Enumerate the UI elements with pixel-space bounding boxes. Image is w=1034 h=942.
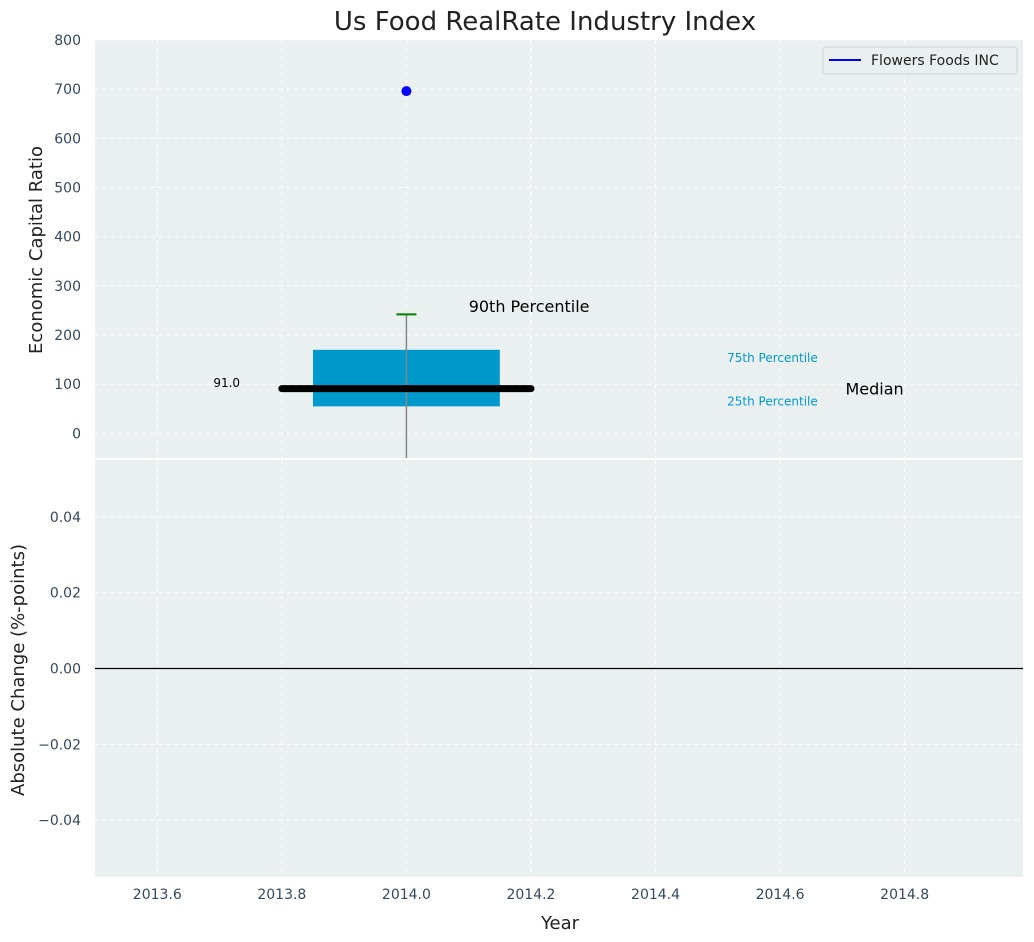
x-tick-label: 2014.2 xyxy=(506,887,555,903)
bottom-y-tick-label: −0.04 xyxy=(38,813,81,829)
top-y-tick-label: 200 xyxy=(54,328,81,344)
top-y-tick-label: 800 xyxy=(54,33,81,49)
top-y-tick-label: 100 xyxy=(54,377,81,393)
legend-box xyxy=(822,46,1018,75)
tick-labels: 2013.6 2013.8 2014.0 2014.2 2014.4 2014.6 2014… xyxy=(38,33,929,903)
x-tick-label: 2013.6 xyxy=(133,887,182,903)
x-tick-label: 2014.4 xyxy=(631,887,680,903)
marks: 91.0 90th Percentile 75th Percentile 25th P… xyxy=(95,86,1023,670)
top-y-tick-label: 0 xyxy=(72,426,81,442)
top-y-axis-label: Economic Capital Ratio xyxy=(26,146,47,354)
top-y-tick-label: 700 xyxy=(54,82,81,98)
chart-title: Us Food RealRate Industry Index xyxy=(334,7,756,37)
top-y-tick-label: 300 xyxy=(54,279,81,295)
bottom-y-tick-label: 0.00 xyxy=(50,662,81,678)
x-tick-label: 2014.8 xyxy=(880,887,929,903)
bottom-y-tick-label: 0.04 xyxy=(50,510,81,526)
median-value-label: 91.0 xyxy=(213,376,240,390)
legend-label: Flowers Foods INC xyxy=(871,53,999,69)
x-axis-label: Year xyxy=(540,913,580,934)
annotation-label: Median xyxy=(845,379,903,398)
top-y-tick-label: 400 xyxy=(54,230,81,246)
company-point xyxy=(401,86,412,97)
annotation-label: 90th Percentile xyxy=(469,297,590,316)
top-y-tick-label: 500 xyxy=(54,181,81,197)
legend: Flowers Foods INC xyxy=(822,46,1018,75)
top-y-tick-label: 600 xyxy=(54,131,81,147)
x-tick-label: 2013.8 xyxy=(257,887,306,903)
bottom-y-axis-label: Absolute Change (%-points) xyxy=(8,544,29,796)
x-tick-label: 2014.0 xyxy=(382,887,431,903)
annotation-label: 25th Percentile xyxy=(727,394,818,408)
x-tick-label: 2014.6 xyxy=(756,887,805,903)
top-panel-background xyxy=(95,40,1023,458)
bottom-y-tick-label: 0.02 xyxy=(50,586,81,602)
bottom-y-tick-label: −0.02 xyxy=(38,737,81,753)
annotation-label: 75th Percentile xyxy=(727,351,818,365)
